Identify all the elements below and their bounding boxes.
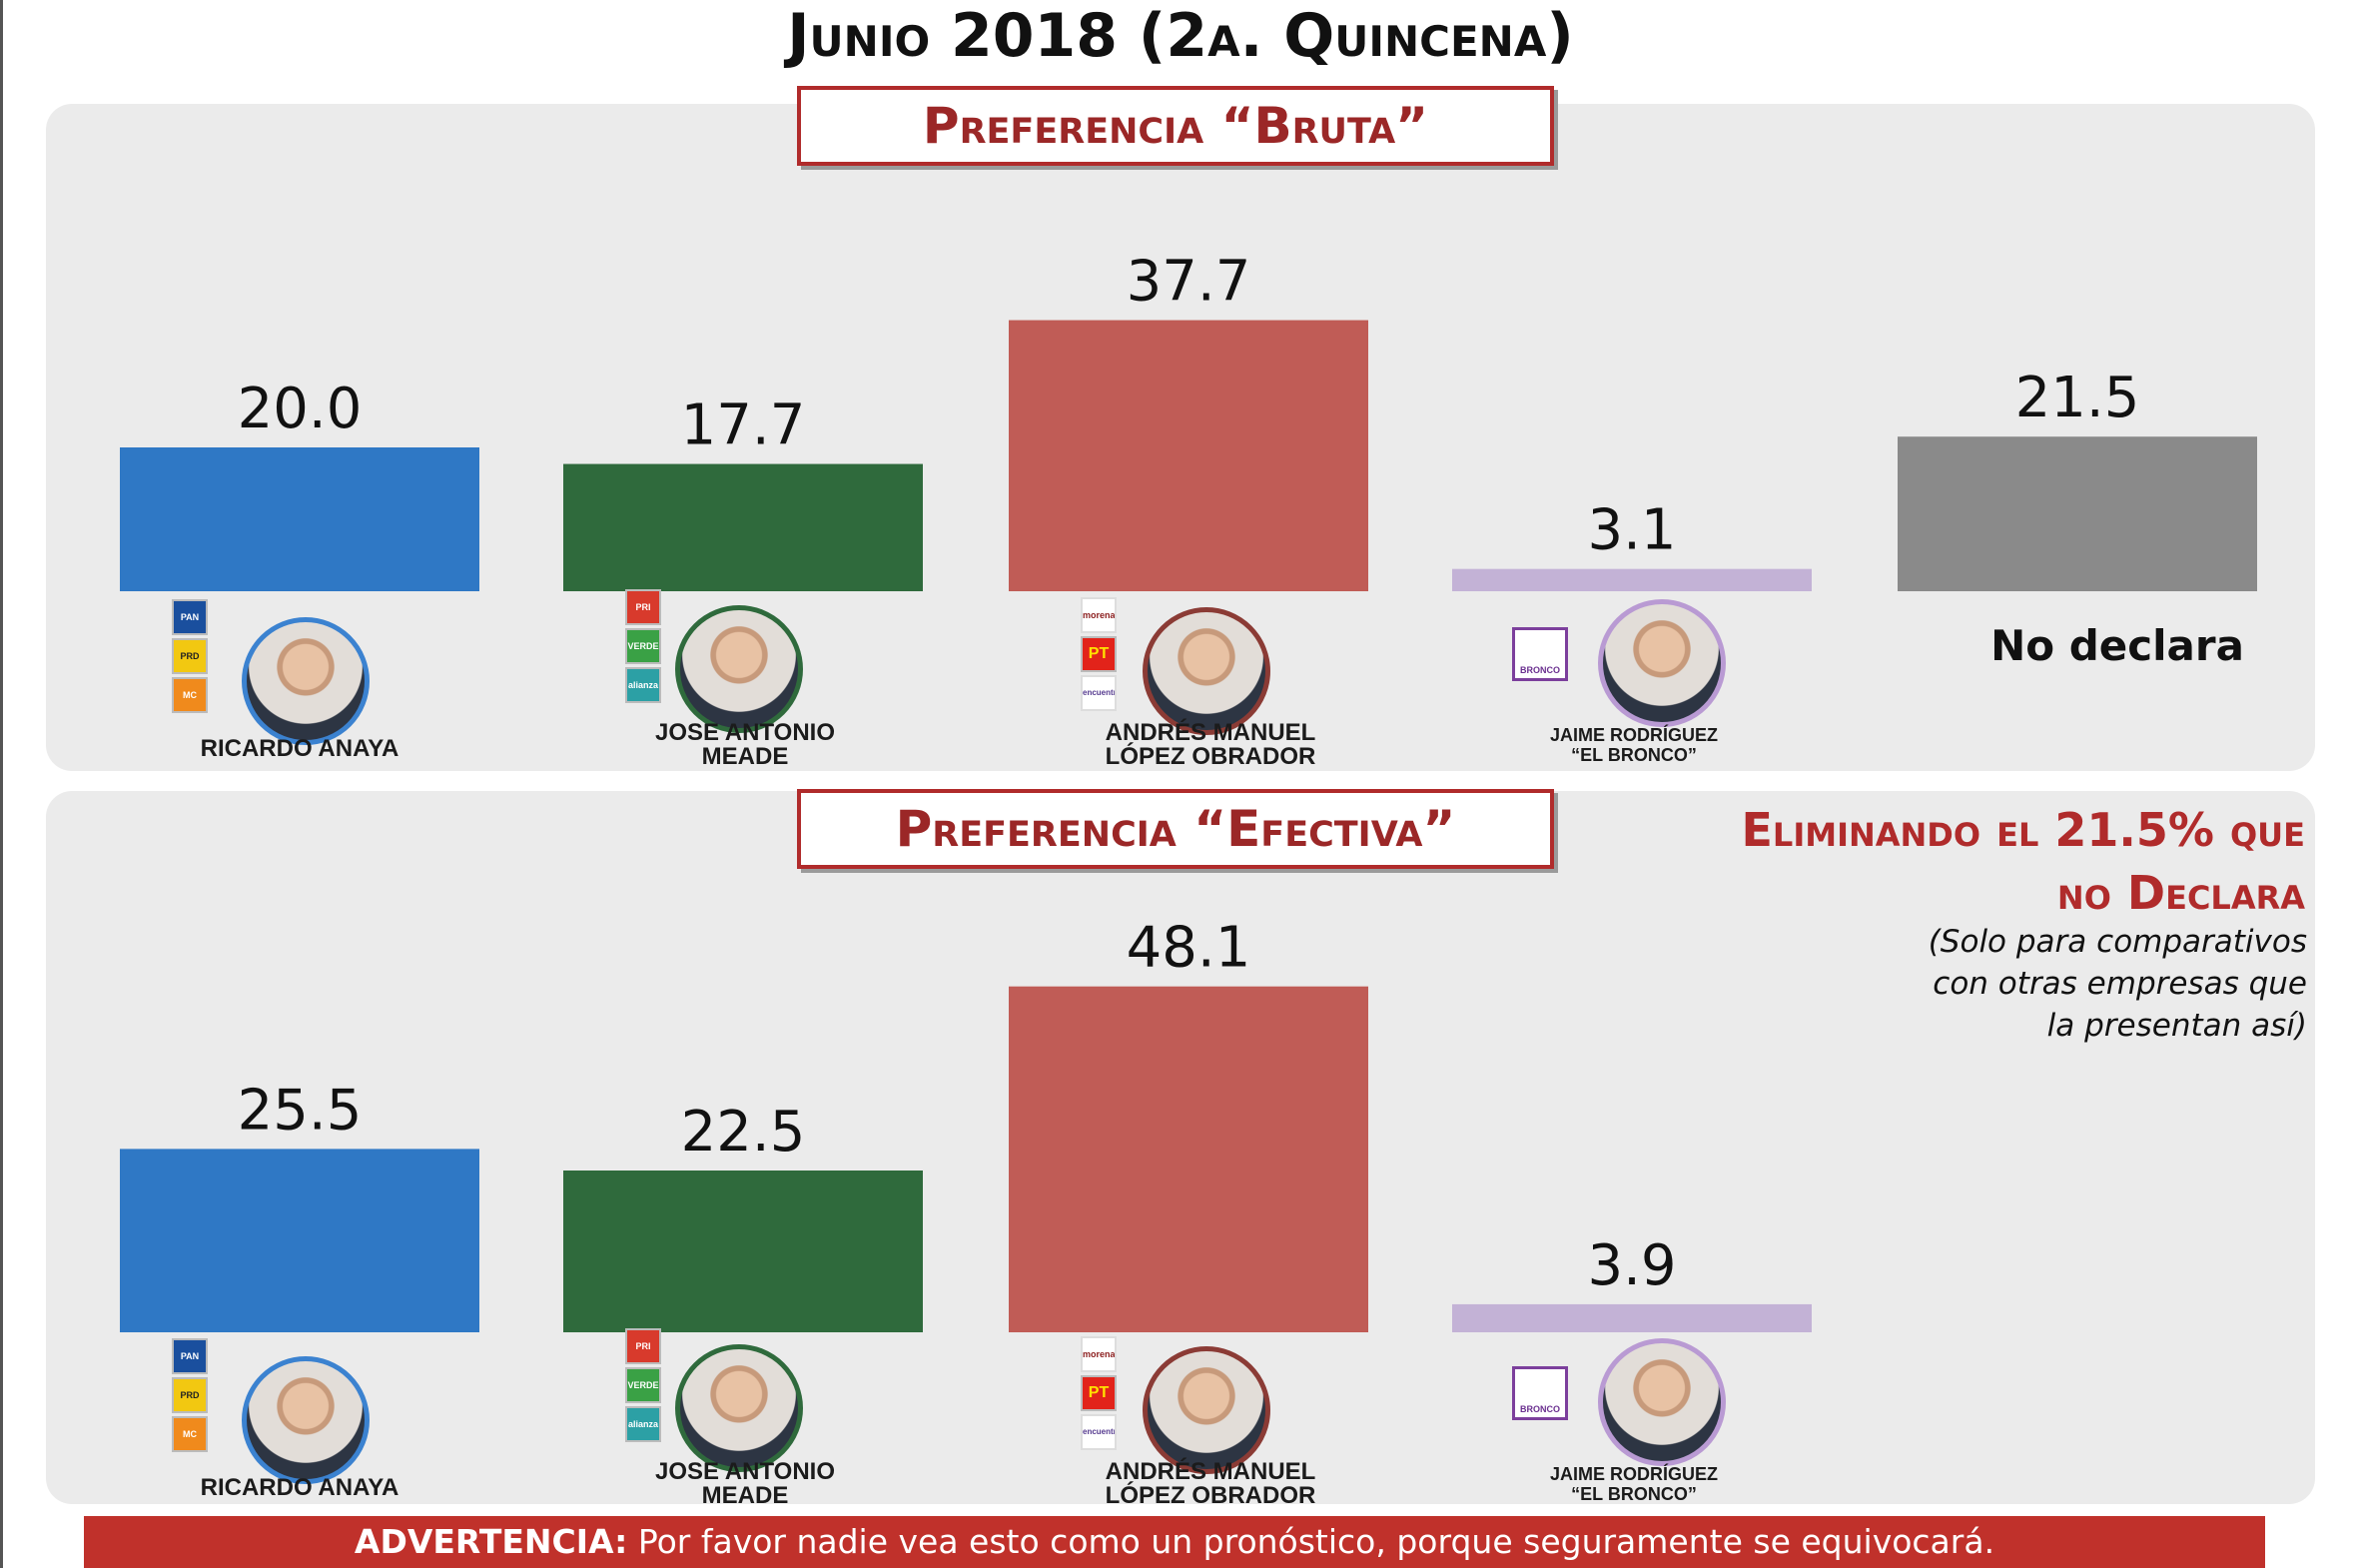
bar-value-label: 3.1	[1587, 498, 1676, 563]
candidate-name: RICARDO ANAYA	[200, 1474, 399, 1501]
amlo-portrait-icon	[1143, 607, 1270, 735]
verde-logo-icon: VERDE	[625, 1367, 661, 1403]
bar-bronco-efectiva	[1452, 1303, 1812, 1332]
verde-logo-icon: VERDE	[625, 628, 661, 664]
candidate-anaya-bottom: PAN PRD MC RICARDO ANAYA	[100, 1338, 499, 1508]
party-logos: PAN PRD MC	[172, 599, 212, 716]
candidate-bronco-bottom: BRONCO JAIME RODRÍGUEZ “EL BRONCO”	[1434, 1334, 1834, 1504]
party-logos: PRI VERDE alianza	[625, 1328, 665, 1445]
no-declara-label: No declara	[1990, 621, 2244, 670]
warning-label: ADVERTENCIA:	[354, 1522, 628, 1561]
bronco-portrait-icon	[1598, 599, 1726, 727]
bronco-logo-icon: BRONCO	[1512, 627, 1568, 681]
morena-logo-icon: morena	[1081, 597, 1117, 633]
anaya-portrait-icon	[242, 617, 370, 745]
bar-no_declara-bruta	[1898, 436, 2257, 591]
prd-logo-icon: PRD	[172, 1377, 208, 1413]
bar-bronco-bruta	[1452, 568, 1812, 591]
bruta-chart-title: Preferencia “Bruta”	[797, 86, 1554, 166]
pri-logo-icon: PRI	[625, 1328, 661, 1364]
eliminando-note: Eliminando el 21.5% que no Declara	[1741, 803, 2306, 920]
efectiva-chart-title: Preferencia “Efectiva”	[797, 789, 1554, 869]
alianza-logo-icon: alianza	[625, 1406, 661, 1442]
bar-value-label: 48.1	[1127, 916, 1251, 981]
mc-logo-icon: MC	[172, 1416, 208, 1452]
party-logos: PRI VERDE alianza	[625, 589, 665, 706]
party-logos: morena PT encuentro	[1081, 1336, 1121, 1453]
comparativos-note: (Solo para comparativos con otras empres…	[1928, 924, 2307, 1044]
mc-logo-icon: MC	[172, 677, 208, 713]
bar-amlo-efectiva	[1009, 986, 1368, 1332]
candidate-amlo-bottom: morena PT encuentro ANDRÉS MANUEL LÓPEZ …	[1011, 1336, 1410, 1509]
encuentro-logo-icon: encuentro	[1081, 1414, 1117, 1450]
alianza-logo-icon: alianza	[625, 667, 661, 703]
bar-meade-efectiva	[563, 1171, 923, 1332]
candidate-name: RICARDO ANAYA	[200, 735, 399, 762]
candidate-name: JAIME RODRÍGUEZ “EL BRONCO”	[1549, 1464, 1718, 1504]
bar-anaya-efectiva	[120, 1149, 479, 1332]
candidate-meade-bottom: PRI VERDE alianza JOSE ANTONIO MEADE	[545, 1328, 945, 1508]
candidate-name: JOSE ANTONIO MEADE	[654, 719, 836, 770]
candidate-amlo-top: morena PT encuentro ANDRÉS MANUEL LÓPEZ …	[1011, 597, 1410, 770]
warning-text: Por favor nadie vea esto como un pronóst…	[627, 1522, 1995, 1561]
candidate-meade-top: PRI VERDE alianza JOSE ANTONIO MEADE	[545, 589, 945, 769]
bronco-logo-icon: BRONCO	[1512, 1366, 1568, 1420]
bar-meade-bruta	[563, 463, 923, 591]
pt-logo-icon: PT	[1081, 636, 1117, 672]
candidate-name: ANDRÉS MANUEL LÓPEZ OBRADOR	[1105, 719, 1316, 770]
party-logos: BRONCO	[1512, 1366, 1568, 1423]
morena-logo-icon: morena	[1081, 1336, 1117, 1372]
left-border-line	[0, 0, 3, 1568]
pri-logo-icon: PRI	[625, 589, 661, 625]
bronco-portrait-icon	[1598, 1338, 1726, 1466]
bar-value-label: 20.0	[238, 377, 363, 441]
party-logos: BRONCO	[1512, 627, 1568, 684]
bar-amlo-bruta	[1009, 320, 1368, 591]
bar-anaya-bruta	[120, 447, 479, 591]
candidate-name: JOSE ANTONIO MEADE	[654, 1458, 836, 1509]
pan-logo-icon: PAN	[172, 599, 208, 635]
candidate-name: JAIME RODRÍGUEZ “EL BRONCO”	[1549, 725, 1718, 765]
prd-logo-icon: PRD	[172, 638, 208, 674]
bar-value-label: 3.9	[1587, 1233, 1676, 1298]
anaya-portrait-icon	[242, 1356, 370, 1484]
meade-portrait-icon	[675, 605, 803, 733]
meade-portrait-icon	[675, 1344, 803, 1472]
party-logos: PAN PRD MC	[172, 1338, 212, 1455]
bar-value-label: 22.5	[681, 1100, 806, 1165]
encuentro-logo-icon: encuentro	[1081, 675, 1117, 711]
pt-logo-icon: PT	[1081, 1375, 1117, 1411]
bar-value-label: 21.5	[2015, 366, 2140, 430]
bar-value-label: 17.7	[681, 393, 806, 458]
party-logos: morena PT encuentro	[1081, 597, 1121, 714]
bar-value-label: 37.7	[1127, 250, 1251, 315]
page-title: Junio 2018 (2a. Quincena)	[787, 1, 1574, 71]
pan-logo-icon: PAN	[172, 1338, 208, 1374]
candidate-name: ANDRÉS MANUEL LÓPEZ OBRADOR	[1105, 1458, 1316, 1509]
candidate-bronco-top: BRONCO JAIME RODRÍGUEZ “EL BRONCO”	[1434, 595, 1834, 765]
bar-value-label: 25.5	[238, 1078, 363, 1143]
warning-banner: ADVERTENCIA: Por favor nadie vea esto co…	[84, 1516, 2265, 1568]
amlo-portrait-icon	[1143, 1346, 1270, 1474]
candidate-anaya-top: PAN PRD MC RICARDO ANAYA	[100, 599, 499, 769]
